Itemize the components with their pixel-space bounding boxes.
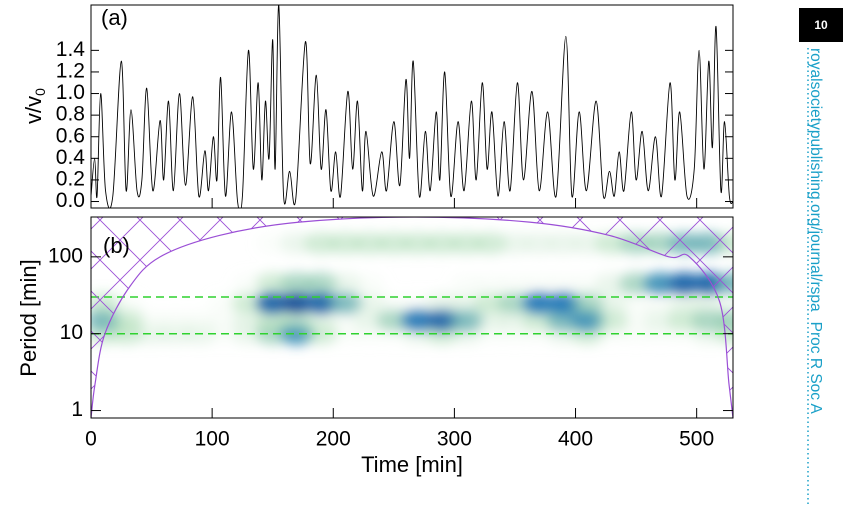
power-cell <box>449 309 484 332</box>
x-tick-label: 100 <box>195 428 230 451</box>
power-cell <box>498 309 532 332</box>
power-cell <box>570 309 605 332</box>
journal-strip: royalsocietypublishing.org/journal/rspa P… <box>807 48 824 414</box>
y-tick-label: 1 <box>71 398 83 421</box>
y-label-text: v/v <box>21 96 46 124</box>
power-cell <box>498 272 532 295</box>
power-cell <box>304 309 339 332</box>
power-cell <box>473 309 508 332</box>
frame <box>90 4 734 209</box>
power-cell <box>449 232 484 255</box>
page-number: 10 <box>814 18 828 32</box>
power-cell <box>231 272 266 295</box>
y-tick-label: 0.2 <box>56 167 85 190</box>
power-cell <box>619 272 654 295</box>
y-tick-label: 1.4 <box>56 38 86 61</box>
y-label-sub: 0 <box>32 88 48 96</box>
x-tick-label: 400 <box>558 428 593 451</box>
power-cell <box>279 309 314 332</box>
speed-line <box>91 5 733 208</box>
power-cell <box>691 309 726 332</box>
y-tick-label: 1.2 <box>56 59 85 82</box>
coi-hatch <box>91 217 733 418</box>
power-cell <box>376 292 411 315</box>
x-axis-label: Time [min] <box>361 452 463 477</box>
power-cell <box>449 272 484 295</box>
power-cell <box>522 309 557 332</box>
power-cell <box>619 309 654 332</box>
power-cell <box>425 232 460 255</box>
power-cell <box>643 309 678 332</box>
power-cell <box>546 309 581 332</box>
power-cell <box>352 272 387 295</box>
power-cell <box>546 232 581 255</box>
x-tick-label: 300 <box>437 428 472 451</box>
y-tick-label: 0.8 <box>56 103 85 126</box>
plot-area <box>91 5 733 208</box>
power-cell <box>546 292 581 315</box>
power-cell <box>255 272 290 295</box>
power-cell <box>183 309 217 332</box>
power-cell <box>255 232 290 255</box>
power-cell <box>594 309 629 332</box>
power-cell <box>134 309 169 332</box>
power-cell <box>401 309 436 332</box>
power-cell <box>376 309 411 332</box>
panel-label: (a) <box>101 5 128 30</box>
power-cell <box>473 272 508 295</box>
power-cell <box>279 232 314 255</box>
power-cell <box>328 272 363 295</box>
power-cell <box>570 232 605 255</box>
power-cell <box>110 309 145 332</box>
x-tick-label: 0 <box>85 428 97 451</box>
power-cell <box>401 232 436 255</box>
power-cell <box>570 272 605 295</box>
frame <box>90 216 734 419</box>
power-cell <box>376 232 411 255</box>
power-cell <box>328 309 363 332</box>
y-tick-label: 0.4 <box>56 146 86 169</box>
power-cell <box>279 272 314 295</box>
power-cell <box>425 309 460 332</box>
power-cell <box>498 232 532 255</box>
power-cell <box>328 232 363 255</box>
y-axis-label-b: Period [min] <box>16 259 41 376</box>
y-tick-label: 0.6 <box>56 124 85 147</box>
power-cell <box>207 309 242 332</box>
plot-area <box>91 217 733 418</box>
journal-name: Proc R Soc A <box>807 322 824 415</box>
x-tick-label: 200 <box>316 428 351 451</box>
y-tick-label: 100 <box>48 244 83 267</box>
power-cell <box>546 272 581 295</box>
power-cell <box>352 232 387 255</box>
panel-label: (b) <box>103 233 130 258</box>
power-cell <box>667 272 702 295</box>
power-cell <box>522 232 557 255</box>
power-cell <box>643 272 678 295</box>
page-number-box <box>799 8 843 42</box>
power-cell <box>473 232 508 255</box>
journal-url: royalsocietypublishing.org/journal/rspa <box>807 48 824 312</box>
power-cell <box>304 232 339 255</box>
x-tick-label: 500 <box>679 428 714 451</box>
power-cell <box>352 309 387 332</box>
y-axis-label-a: v/v0 <box>21 88 48 124</box>
y-tick-label: 1.0 <box>56 81 85 104</box>
power-cell <box>304 272 339 295</box>
power-cell <box>158 309 193 332</box>
y-tick-label: 0.0 <box>56 189 85 212</box>
power-cell <box>255 309 290 332</box>
y-tick-label: 10 <box>60 321 83 344</box>
power-cell <box>594 272 629 295</box>
power-cell <box>522 272 557 295</box>
power-cell <box>231 309 266 332</box>
power-cell <box>667 309 702 332</box>
